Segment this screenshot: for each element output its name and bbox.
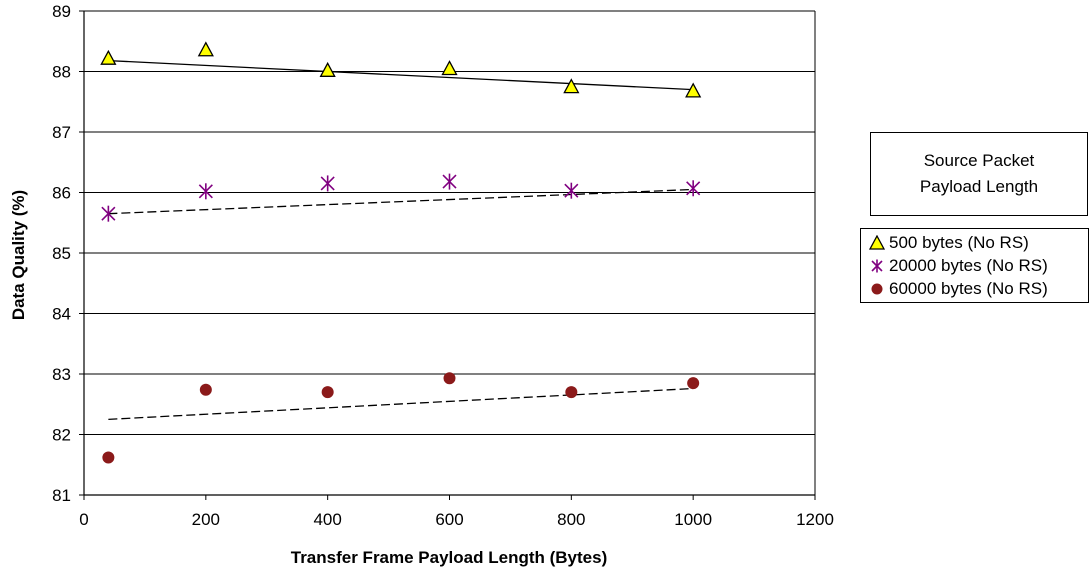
y-tick-label: 89 [52, 2, 71, 21]
y-tick-label: 88 [52, 63, 71, 82]
data-point-triangle [319, 61, 336, 77]
data-point-asterisk [564, 182, 579, 199]
x-tick-label: 0 [79, 510, 88, 529]
asterisk-marker-icon [871, 259, 883, 273]
trendline-series-1 [108, 59, 694, 91]
trendlines [108, 59, 694, 421]
legend-title-line-2: Payload Length [919, 177, 1039, 196]
data-point-circle [321, 386, 334, 399]
x-tick-label: 200 [192, 510, 220, 529]
y-tick-label: 84 [52, 305, 71, 324]
legend-title: Source Packet Payload Length [870, 132, 1088, 216]
data-point-circle [565, 386, 578, 399]
y-tick-label: 86 [52, 184, 71, 203]
data-point-asterisk [198, 183, 213, 200]
data-point-triangle [100, 49, 117, 65]
y-tick-label: 85 [52, 244, 71, 263]
data-point-circle [687, 377, 700, 390]
trendline-series-2 [108, 188, 694, 215]
legend-title-line-1: Source Packet [923, 151, 1035, 170]
y-tick-label: 81 [52, 486, 71, 505]
x-tick-label: 600 [435, 510, 463, 529]
circle-marker-icon [871, 283, 883, 295]
triangle-marker-icon [869, 235, 885, 250]
legend-label-60000: 60000 bytes (No RS) [889, 279, 1048, 298]
data-point-circle [102, 451, 115, 464]
x-tick-label: 800 [557, 510, 585, 529]
data-point-asterisk [320, 175, 335, 192]
legend-label-500: 500 bytes (No RS) [889, 233, 1029, 252]
data-point-triangle [441, 60, 458, 76]
x-tick-labels: 0 200 400 600 800 1000 1200 [79, 510, 834, 529]
y-tick-label: 83 [52, 365, 71, 384]
legend: 500 bytes (No RS) 20000 bytes (No RS) 60… [860, 228, 1089, 303]
data-point-asterisk [101, 205, 116, 222]
legend-item-60000: 60000 bytes (No RS) [869, 278, 1048, 300]
axes [79, 10, 816, 500]
y-tick-labels: 81 82 83 84 85 86 87 88 89 [52, 2, 71, 505]
legend-item-20000: 20000 bytes (No RS) [869, 255, 1048, 277]
data-point-asterisk [686, 180, 701, 197]
legend-item-500: 500 bytes (No RS) [869, 232, 1029, 254]
data-point-triangle [197, 41, 214, 57]
legend-label-20000: 20000 bytes (No RS) [889, 256, 1048, 275]
x-tick-label: 1000 [674, 510, 712, 529]
data-point-circle [199, 383, 212, 396]
data-points [100, 41, 702, 464]
x-tick-label: 1200 [796, 510, 834, 529]
data-point-circle [443, 372, 456, 385]
data-point-triangle [685, 82, 702, 98]
y-tick-label: 82 [52, 426, 71, 445]
data-point-asterisk [442, 173, 457, 190]
trendline-series-3 [108, 387, 694, 421]
x-tick-label: 400 [313, 510, 341, 529]
data-point-triangle [563, 78, 580, 94]
x-axis-label: Transfer Frame Payload Length (Bytes) [291, 548, 607, 567]
y-tick-label: 87 [52, 123, 71, 142]
y-axis-label: Data Quality (%) [9, 190, 28, 320]
